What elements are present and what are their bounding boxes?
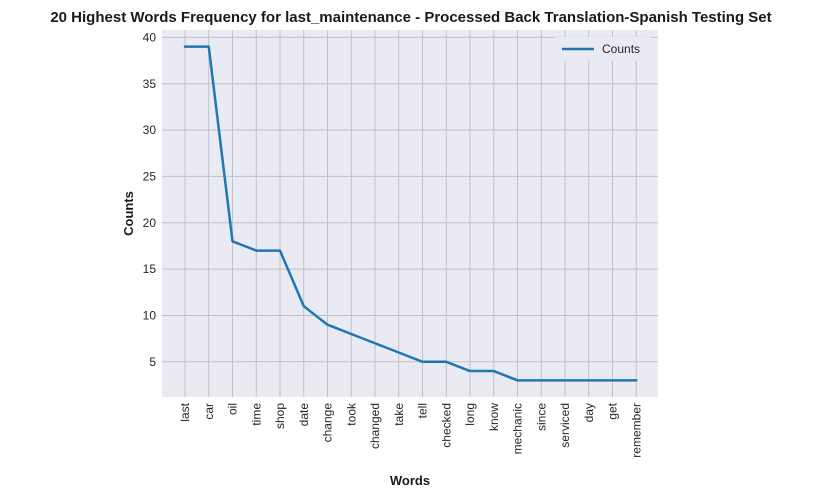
x-axis-ticks: last car oil time shop date change took changed t…	[178, 402, 643, 458]
x-tick-label: day	[582, 403, 596, 422]
x-tick-label: took	[344, 402, 358, 426]
x-tick-label: get	[606, 402, 620, 419]
x-tick-label: changed	[368, 403, 382, 449]
y-axis-ticks: 5 10 15 20 25 30 35 40	[143, 30, 157, 368]
legend-label-counts: Counts	[602, 42, 640, 56]
x-tick-label: change	[321, 403, 335, 443]
y-tick-label: 10	[143, 308, 157, 322]
grid-lines	[162, 30, 658, 397]
y-tick-label: 15	[143, 262, 157, 276]
y-tick-label: 35	[143, 77, 157, 91]
x-tick-label: serviced	[558, 403, 572, 448]
x-tick-label: last	[178, 402, 192, 421]
x-tick-label: shop	[273, 403, 287, 429]
x-tick-label: remember	[629, 403, 643, 458]
x-tick-label: since	[534, 403, 548, 431]
x-tick-label: time	[249, 403, 263, 426]
x-tick-label: know	[487, 403, 501, 431]
x-tick-label: long	[463, 403, 477, 426]
x-tick-label: take	[392, 403, 406, 426]
y-axis-label: Counts	[121, 191, 136, 236]
y-tick-label: 40	[143, 30, 157, 44]
legend: Counts	[555, 37, 651, 61]
y-tick-label: 5	[149, 355, 156, 369]
chart-title: 20 Highest Words Frequency for last_main…	[50, 9, 771, 26]
x-tick-label: date	[297, 403, 311, 427]
x-tick-label: mechanic	[511, 403, 525, 454]
x-tick-label: checked	[439, 403, 453, 448]
x-tick-label: oil	[226, 403, 240, 415]
plot-area	[162, 30, 658, 397]
y-tick-label: 30	[143, 123, 157, 137]
y-tick-label: 20	[143, 216, 157, 230]
x-tick-label: tell	[416, 403, 430, 418]
x-axis-label: Words	[390, 473, 430, 488]
series-layer	[183, 45, 638, 382]
x-tick-label: car	[202, 403, 216, 420]
series-line-counts	[183, 45, 638, 382]
y-tick-label: 25	[143, 169, 157, 183]
